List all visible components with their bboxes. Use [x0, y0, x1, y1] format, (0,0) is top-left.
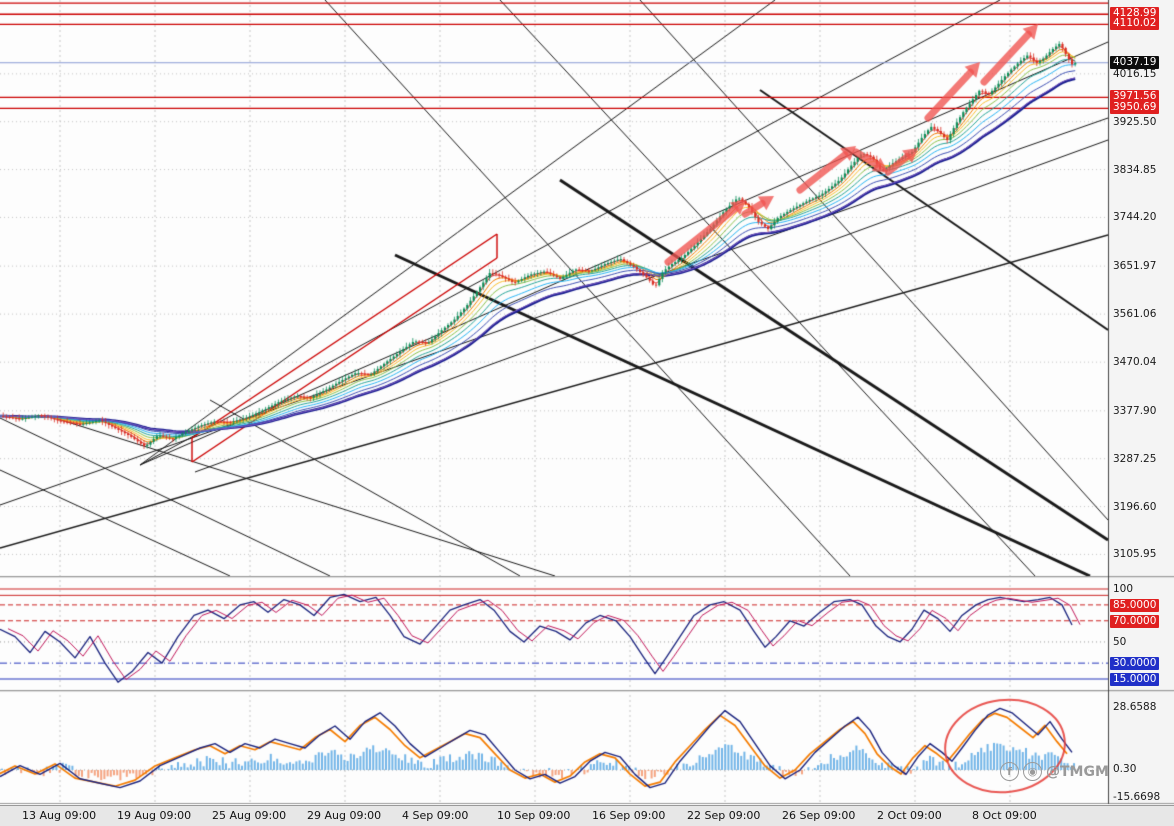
price-axis[interactable]: 4016.15 3925.50 3834.85 3744.20 3651.97 3561.…	[1109, 0, 1174, 576]
time-tick-label: 2 Oct 09:00	[877, 809, 942, 822]
stochastic-axis: 100 85.0000 70.0000 50 30.0000 15.0000	[1109, 578, 1174, 690]
price-tick-label: 3377.90	[1113, 404, 1157, 417]
time-tick-label: 8 Oct 09:00	[972, 809, 1037, 822]
price-level-badge: 3950.69	[1110, 101, 1160, 115]
stoch-level-badge: 70.0000	[1110, 614, 1160, 628]
price-tick-label: 3105.95	[1113, 548, 1157, 561]
price-tick-label: 3651.97	[1113, 260, 1157, 273]
oscillator-tick-label: -15.6698	[1113, 791, 1161, 803]
price-tick-label: 3287.25	[1113, 452, 1157, 465]
time-tick-label: 16 Sep 09:00	[592, 809, 666, 822]
price-tick-label: 3561.06	[1113, 308, 1157, 321]
stoch-tick-label: 100	[1113, 583, 1134, 595]
price-tick-label: 3470.04	[1113, 356, 1157, 369]
price-level-badge: 3971.56	[1110, 90, 1160, 104]
oscillator-axis: 28.6588 0.30 -15.6698	[1109, 692, 1174, 804]
oscillator-tick-label: 28.6588	[1113, 700, 1157, 713]
time-tick-label: 29 Aug 09:00	[307, 809, 382, 822]
price-level-badge: 4128.99	[1110, 7, 1160, 21]
price-tick-label: 4016.15	[1113, 67, 1157, 80]
stoch-level-badge: 85.0000	[1110, 598, 1160, 612]
time-tick-label: 19 Aug 09:00	[117, 809, 192, 822]
time-tick-label: 22 Sep 09:00	[687, 809, 761, 822]
time-tick-label: 4 Sep 09:00	[402, 809, 469, 822]
stoch-tick-label: 50	[1113, 635, 1127, 648]
watermark-text: @TMGM	[1046, 763, 1109, 780]
price-tick-label: 3834.85	[1113, 163, 1157, 176]
time-tick-label: 13 Aug 09:00	[22, 809, 97, 822]
oscillator-tick-label: 0.30	[1113, 763, 1137, 776]
price-tick-label: 3744.20	[1113, 211, 1157, 224]
stoch-level-badge: 30.0000	[1110, 657, 1160, 671]
price-level-badge: 4110.02	[1110, 17, 1160, 31]
f-circle-icon: f	[1000, 762, 1019, 781]
price-tick-label: 3925.50	[1113, 115, 1157, 128]
stoch-level-badge: 15.0000	[1110, 673, 1160, 686]
time-tick-label: 10 Sep 09:00	[497, 809, 571, 822]
current-price-badge: 4037.19	[1110, 55, 1160, 69]
time-tick-label: 25 Aug 09:00	[212, 809, 287, 822]
time-axis[interactable]: 13 Aug 09:00 19 Aug 09:00 25 Aug 09:00 29 A…	[0, 805, 1174, 826]
time-tick-label: 26 Sep 09:00	[782, 809, 856, 822]
broker-watermark: f ◉ @TMGM	[1000, 762, 1109, 781]
price-tick-label: 3196.60	[1113, 500, 1157, 513]
camera-circle-icon: ◉	[1023, 762, 1042, 781]
